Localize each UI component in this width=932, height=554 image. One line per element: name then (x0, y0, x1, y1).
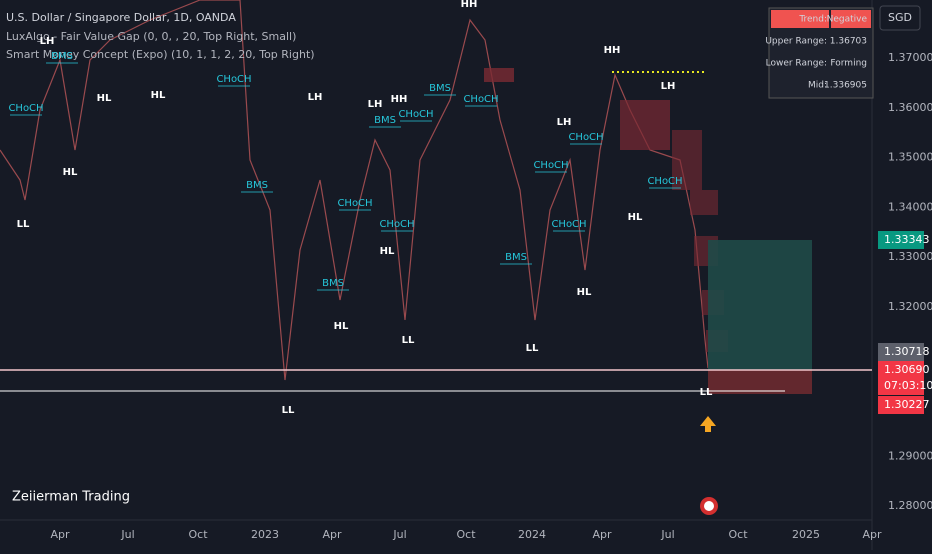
currency-button[interactable] (879, 5, 921, 31)
price-badge-text: 1.30690 (884, 363, 930, 376)
price-path (0, 0, 709, 381)
time-tick: Apr (592, 528, 612, 541)
time-tick: Oct (456, 528, 476, 541)
signal-label: CHoCH (8, 103, 43, 114)
signal-label: CHoCH (398, 109, 433, 120)
countdown: 07:03:10 (884, 379, 932, 392)
table-value: Negative (827, 15, 868, 25)
price-tick: 1.37000 (888, 51, 932, 64)
signal-label: CHoCH (647, 176, 682, 187)
table-value: Forming (830, 59, 867, 69)
time-tick: Jul (392, 528, 406, 541)
price-badge (878, 361, 924, 395)
structure-label: LL (700, 387, 713, 398)
time-tick: Oct (188, 528, 208, 541)
time-tick: Apr (862, 528, 882, 541)
signal-label: CHoCH (337, 198, 372, 209)
structure-label: LL (17, 219, 30, 230)
price-badge (878, 396, 924, 414)
signal-label: BMS (374, 115, 396, 126)
time-tick: Jul (660, 528, 674, 541)
table-value: 1.336905 (824, 81, 867, 91)
price-tick: 1.33000 (888, 250, 932, 263)
time-tick: Oct (728, 528, 748, 541)
time-tick: Apr (322, 528, 342, 541)
price-tick: 1.28000 (888, 499, 932, 512)
price-badge-text: 1.30718 (884, 345, 930, 358)
structure-label: LL (526, 343, 539, 354)
signal-label: CHoCH (533, 160, 568, 171)
time-tick: Jul (120, 528, 134, 541)
structure-label: HL (97, 93, 112, 104)
structure-label: HH (604, 45, 621, 56)
structure-label: LL (282, 405, 295, 416)
table-label: Upper Range: (765, 37, 827, 47)
signal-label: BMS (505, 252, 527, 263)
currency[interactable]: SGD (888, 11, 912, 24)
price-badge-text: 1.33343 (884, 233, 930, 246)
fvg-box (690, 190, 718, 215)
fvg-box (620, 100, 670, 150)
table-value: 1.36703 (830, 37, 867, 47)
signal-label: CHoCH (379, 219, 414, 230)
table-header (771, 10, 829, 28)
structure-label: HH (461, 0, 478, 10)
structure-label: LL (402, 335, 415, 346)
structure-label: LH (661, 81, 676, 92)
structure-label: LH (368, 99, 383, 110)
symbol: U.S. Dollar / Singapore Dollar, 1D, OAND… (6, 11, 236, 24)
time-tick: Apr (50, 528, 70, 541)
signal-label: BMS (322, 278, 344, 289)
price-tick: 1.34000 (888, 200, 932, 213)
watermark: Zeiierman Trading (12, 490, 130, 505)
target-zone (708, 240, 812, 370)
structure-label: LH (308, 92, 323, 103)
stop-zone (708, 370, 812, 394)
structure-label: HL (151, 90, 166, 101)
signal-label: CHoCH (463, 94, 498, 105)
signal-label: BMS (51, 51, 73, 62)
table-label: Lower Range: (766, 59, 827, 69)
signal-label: CHoCH (216, 74, 251, 85)
fvg-box (672, 130, 702, 190)
indicator: Smart Money Concept (Expo) (10, 1, 1, 2,… (6, 48, 315, 61)
arrow-marker (700, 416, 716, 432)
structure-label: LH (557, 117, 572, 128)
price-badge (878, 231, 924, 249)
table-label: Trend: (798, 15, 827, 25)
price-badge-text: 1.30227 (884, 398, 930, 411)
fvg-box (484, 68, 514, 82)
signal-label: CHoCH (551, 219, 586, 230)
price-tick: 1.35000 (888, 151, 932, 164)
time-tick: 2023 (251, 528, 279, 541)
price-tick: 1.32000 (888, 300, 932, 313)
indicator: LuxAlgo - Fair Value Gap (0, 0, , 20, To… (6, 30, 296, 43)
flag-icon (704, 501, 714, 511)
structure-label: HL (628, 212, 643, 223)
time-tick: 2024 (518, 528, 546, 541)
table-header (831, 10, 871, 28)
price-tick: 1.36000 (888, 101, 932, 114)
structure-label: HL (577, 287, 592, 298)
structure-label: HL (63, 167, 78, 178)
structure-label: HH (391, 94, 408, 105)
signal-label: CHoCH (568, 132, 603, 143)
signal-label: BMS (246, 180, 268, 191)
price-badge (878, 343, 924, 361)
time-tick: 2025 (792, 528, 820, 541)
signal-label: BMS (429, 83, 451, 94)
structure-label: HL (334, 321, 349, 332)
structure-label: LH (40, 36, 55, 47)
price-tick: 1.29000 (888, 449, 932, 462)
structure-label: HL (380, 246, 395, 257)
table-label: Mid: (808, 81, 827, 91)
